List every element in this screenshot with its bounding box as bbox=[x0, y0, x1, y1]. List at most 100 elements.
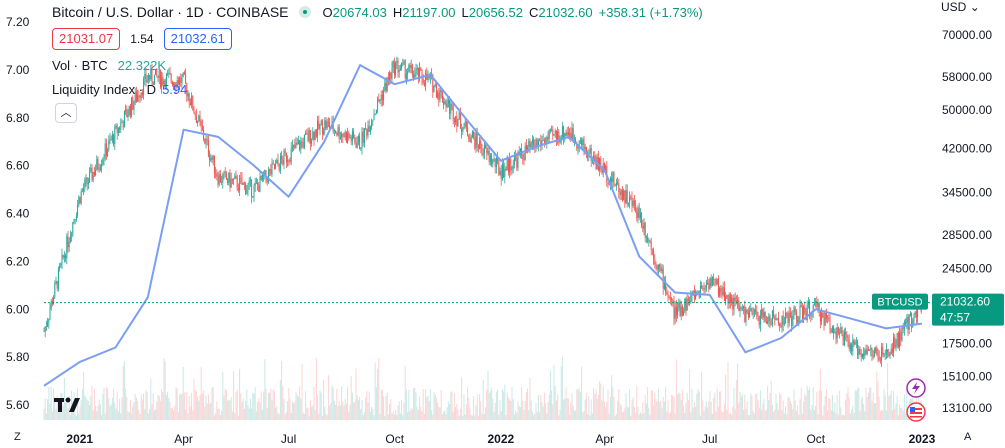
candle-body bbox=[893, 336, 895, 353]
candle-body bbox=[305, 133, 307, 136]
candle-body bbox=[475, 132, 477, 149]
time-axis-tick: Oct bbox=[806, 432, 825, 446]
candle-body bbox=[187, 93, 189, 97]
volume-bar bbox=[423, 413, 425, 420]
candle-body bbox=[351, 131, 353, 142]
volume-bar bbox=[313, 386, 315, 420]
candle-body bbox=[672, 300, 674, 302]
volume-bar bbox=[187, 413, 189, 420]
volume-indicator[interactable]: Vol · BTC 22.322K bbox=[52, 58, 166, 73]
volume-bar bbox=[330, 403, 332, 420]
candle-body bbox=[127, 115, 129, 118]
volume-bar bbox=[500, 411, 502, 420]
candle-body bbox=[396, 60, 398, 63]
volume-bar bbox=[866, 397, 868, 420]
symbol-title[interactable]: Bitcoin / U.S. Dollar · 1D · COINBASE bbox=[52, 4, 289, 20]
buy-button[interactable]: 21032.61 bbox=[163, 28, 232, 50]
candle-body bbox=[783, 322, 785, 325]
candle-body bbox=[839, 332, 841, 334]
candle-body bbox=[697, 291, 699, 293]
chevron-up-icon[interactable]: ︿ bbox=[55, 103, 77, 123]
candle-body bbox=[741, 308, 743, 310]
volume-bar bbox=[114, 402, 116, 420]
candle-body bbox=[243, 182, 245, 184]
candle-body bbox=[758, 316, 760, 326]
candle-body bbox=[609, 178, 611, 185]
candle-body bbox=[799, 305, 801, 317]
volume-bar bbox=[867, 392, 869, 420]
volume-bar bbox=[744, 394, 746, 420]
candle-body bbox=[846, 334, 848, 338]
volume-bar bbox=[733, 387, 735, 420]
volume-bar bbox=[889, 394, 891, 420]
candle-body bbox=[668, 296, 670, 298]
candle-body bbox=[407, 71, 409, 75]
volume-bar bbox=[653, 405, 655, 420]
volume-bar bbox=[662, 397, 664, 420]
volume-bar bbox=[407, 412, 409, 420]
volume-bar bbox=[66, 398, 68, 420]
candle-body bbox=[158, 70, 160, 79]
candle-body bbox=[257, 182, 259, 185]
candle-body bbox=[362, 131, 364, 143]
candle-body bbox=[455, 116, 457, 122]
candle-body bbox=[319, 124, 321, 129]
liquidity-indicator[interactable]: Liquidity Index · D 5.94 bbox=[52, 82, 187, 97]
volume-bar bbox=[787, 397, 789, 420]
volume-bar bbox=[139, 413, 141, 420]
candle-body bbox=[135, 92, 137, 102]
volume-bar bbox=[836, 395, 838, 420]
volume-bar bbox=[89, 404, 91, 420]
volume-bar bbox=[753, 413, 755, 420]
candle-body bbox=[151, 68, 153, 82]
candle-body bbox=[218, 174, 220, 185]
candle-body bbox=[565, 133, 567, 136]
volume-bar bbox=[421, 411, 423, 420]
volume-bar bbox=[339, 405, 341, 420]
volume-bar bbox=[690, 412, 692, 420]
candle-body bbox=[729, 294, 731, 303]
candle-body bbox=[189, 102, 191, 105]
candle-body bbox=[708, 282, 710, 289]
candle-body bbox=[863, 353, 865, 357]
volume-bar bbox=[482, 379, 484, 420]
candle-body bbox=[663, 280, 665, 289]
volume-bar bbox=[138, 409, 140, 420]
candle-body bbox=[495, 157, 497, 167]
candle-body bbox=[689, 300, 691, 303]
us-flag-icon[interactable] bbox=[906, 402, 926, 422]
symbol-tag-box bbox=[872, 293, 928, 310]
volume-bar bbox=[705, 401, 707, 420]
volume-bar bbox=[815, 405, 817, 420]
sell-button[interactable]: 21031.07 bbox=[52, 28, 121, 50]
candle-body bbox=[266, 177, 268, 183]
candle-body bbox=[746, 309, 748, 313]
candle-body bbox=[818, 302, 820, 311]
volume-bar bbox=[693, 402, 695, 420]
lightning-icon[interactable] bbox=[906, 378, 926, 398]
currency-selector[interactable]: USD ⌄ bbox=[941, 0, 980, 14]
time-axis-tick: Apr bbox=[595, 432, 614, 446]
candle-body bbox=[542, 140, 544, 142]
candle-body bbox=[635, 204, 637, 212]
candle-body bbox=[215, 173, 217, 174]
auto-scale-toggle[interactable]: A bbox=[964, 431, 972, 443]
volume-bar bbox=[271, 399, 273, 420]
candle-body bbox=[182, 72, 184, 77]
volume-bar bbox=[246, 389, 248, 420]
volume-bar bbox=[881, 409, 883, 420]
volume-bar bbox=[852, 405, 854, 420]
volume-bar bbox=[381, 389, 383, 420]
volume-bar bbox=[591, 413, 593, 420]
candle-body bbox=[462, 128, 464, 132]
volume-bar bbox=[275, 407, 277, 420]
log-scale-toggle[interactable]: Z bbox=[14, 431, 21, 443]
volume-bar bbox=[122, 365, 124, 420]
volume-bar bbox=[534, 413, 536, 420]
candle-body bbox=[213, 155, 215, 174]
tradingview-logo[interactable] bbox=[54, 396, 80, 414]
volume-bar bbox=[229, 400, 231, 420]
candle-body bbox=[781, 316, 783, 328]
eye-icon[interactable] bbox=[298, 6, 311, 18]
